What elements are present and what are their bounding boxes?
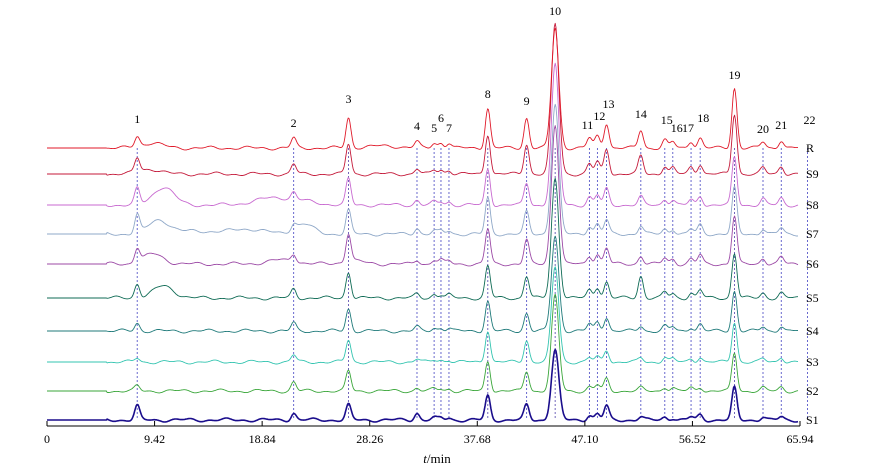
peak-label: 3 — [345, 92, 351, 106]
x-tick-label: 18.84 — [249, 432, 276, 446]
peak-label: 13 — [603, 97, 615, 111]
x-tick-label: 65.94 — [787, 432, 814, 446]
peak-label: 1 — [134, 112, 140, 126]
peak-label: 14 — [635, 107, 647, 121]
peak-label: 6 — [438, 111, 444, 125]
x-tick-label: 47.10 — [571, 432, 598, 446]
trace-s4 — [47, 235, 799, 334]
trace-s5 — [47, 177, 798, 301]
x-tick-label: 37.68 — [464, 432, 491, 446]
series-label-s1: S1 — [806, 413, 819, 427]
peak-label: 15 — [661, 113, 673, 127]
trace-s6 — [47, 125, 799, 267]
peak-label: 16 — [671, 121, 683, 135]
trace-s7 — [47, 103, 799, 237]
peak-label: 7 — [446, 121, 452, 135]
trace-s8 — [47, 62, 799, 208]
trace-s1 — [47, 348, 799, 423]
peak-label: 4 — [414, 119, 420, 133]
series-label-s8: S8 — [806, 198, 819, 212]
trace-s3 — [47, 266, 799, 365]
series-labels: S1 S2 S3 S4 S5 S6 S7 S8 S9 R — [806, 141, 819, 427]
peak-label: 21 — [775, 118, 787, 132]
series-label-s6: S6 — [806, 257, 819, 271]
trace-s9 — [47, 22, 799, 177]
chromatogram-traces — [47, 22, 799, 423]
peak-label: 5 — [431, 121, 437, 135]
peak-label: 12 — [593, 109, 605, 123]
series-label-s4: S4 — [806, 324, 819, 338]
x-tick-label: 9.42 — [144, 432, 165, 446]
peak-label: 19 — [728, 68, 740, 82]
x-tick-label: 0 — [44, 432, 50, 446]
peak-guide-lines — [136, 148, 808, 420]
peak-label: 2 — [291, 116, 297, 130]
series-label-s5: S5 — [806, 291, 819, 305]
x-axis-label: t/min — [423, 451, 451, 466]
series-label-s7: S7 — [806, 227, 819, 241]
x-axis-label-unit: /min — [427, 451, 451, 466]
peak-label: 18 — [697, 111, 709, 125]
peak-label: 9 — [524, 94, 530, 108]
peak-label: 10 — [549, 4, 561, 18]
x-axis-label-var: t — [423, 451, 427, 466]
x-tick-label: 56.52 — [679, 432, 706, 446]
peak-label: 8 — [485, 87, 491, 101]
x-axis: 0 9.42 18.84 28.26 37.68 47.10 56.52 65.94 t/mi… — [44, 421, 814, 466]
peak-label: 11 — [582, 118, 594, 132]
peak-label: 22 — [804, 113, 816, 127]
x-ticks: 0 9.42 18.84 28.26 37.68 47.10 56.52 65.94 — [44, 421, 814, 446]
peak-label: 17 — [682, 121, 694, 135]
trace-r — [47, 27, 798, 151]
series-label-r: R — [806, 141, 814, 155]
x-tick-label: 28.26 — [356, 432, 383, 446]
series-label-s2: S2 — [806, 384, 819, 398]
series-label-s3: S3 — [806, 355, 819, 369]
trace-s2 — [47, 293, 799, 394]
series-label-s9: S9 — [806, 167, 819, 181]
peak-label: 20 — [757, 122, 769, 136]
